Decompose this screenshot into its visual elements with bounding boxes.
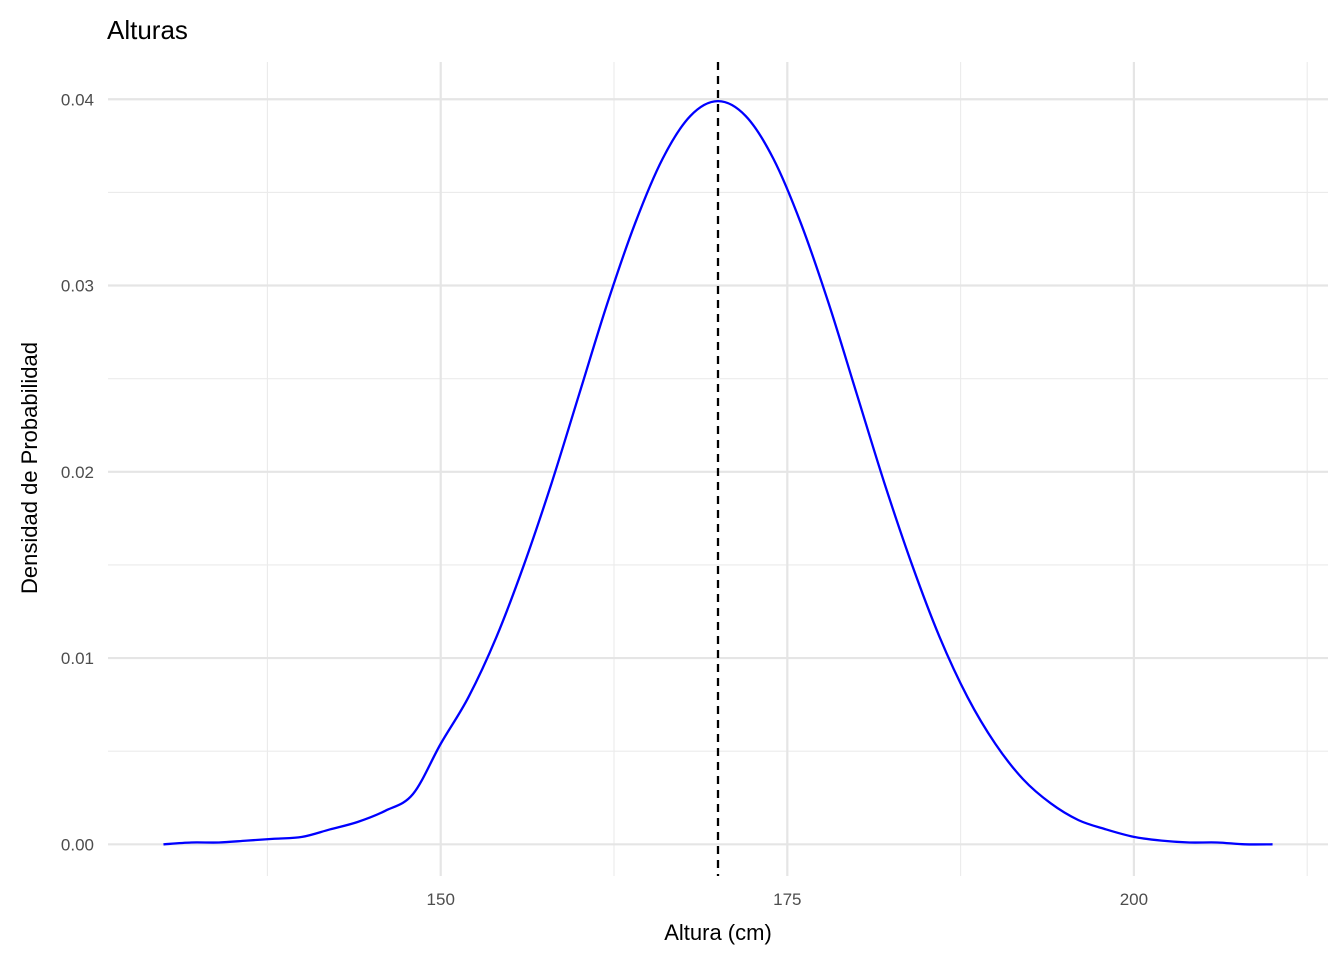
y-tick-label: 0.03 (61, 277, 94, 296)
series-layer (163, 99, 1273, 846)
x-tick-label: 200 (1120, 890, 1148, 909)
y-axis-title: Densidad de Probabilidad (17, 342, 42, 594)
x-axis-title: Altura (cm) (664, 920, 772, 945)
x-tick-label: 175 (773, 890, 801, 909)
y-tick-label: 0.02 (61, 463, 94, 482)
y-tick-label: 0.01 (61, 649, 94, 668)
y-tick-label: 0.04 (61, 90, 94, 109)
y-tick-label: 0.00 (61, 835, 94, 854)
x-axis-ticks: 150 175 200 (427, 890, 1149, 909)
density-curve (163, 99, 1273, 846)
y-axis-ticks: 0.00 0.01 0.02 0.03 0.04 (61, 90, 94, 854)
x-tick-label: 150 (427, 890, 455, 909)
chart-title: Alturas (107, 15, 188, 45)
